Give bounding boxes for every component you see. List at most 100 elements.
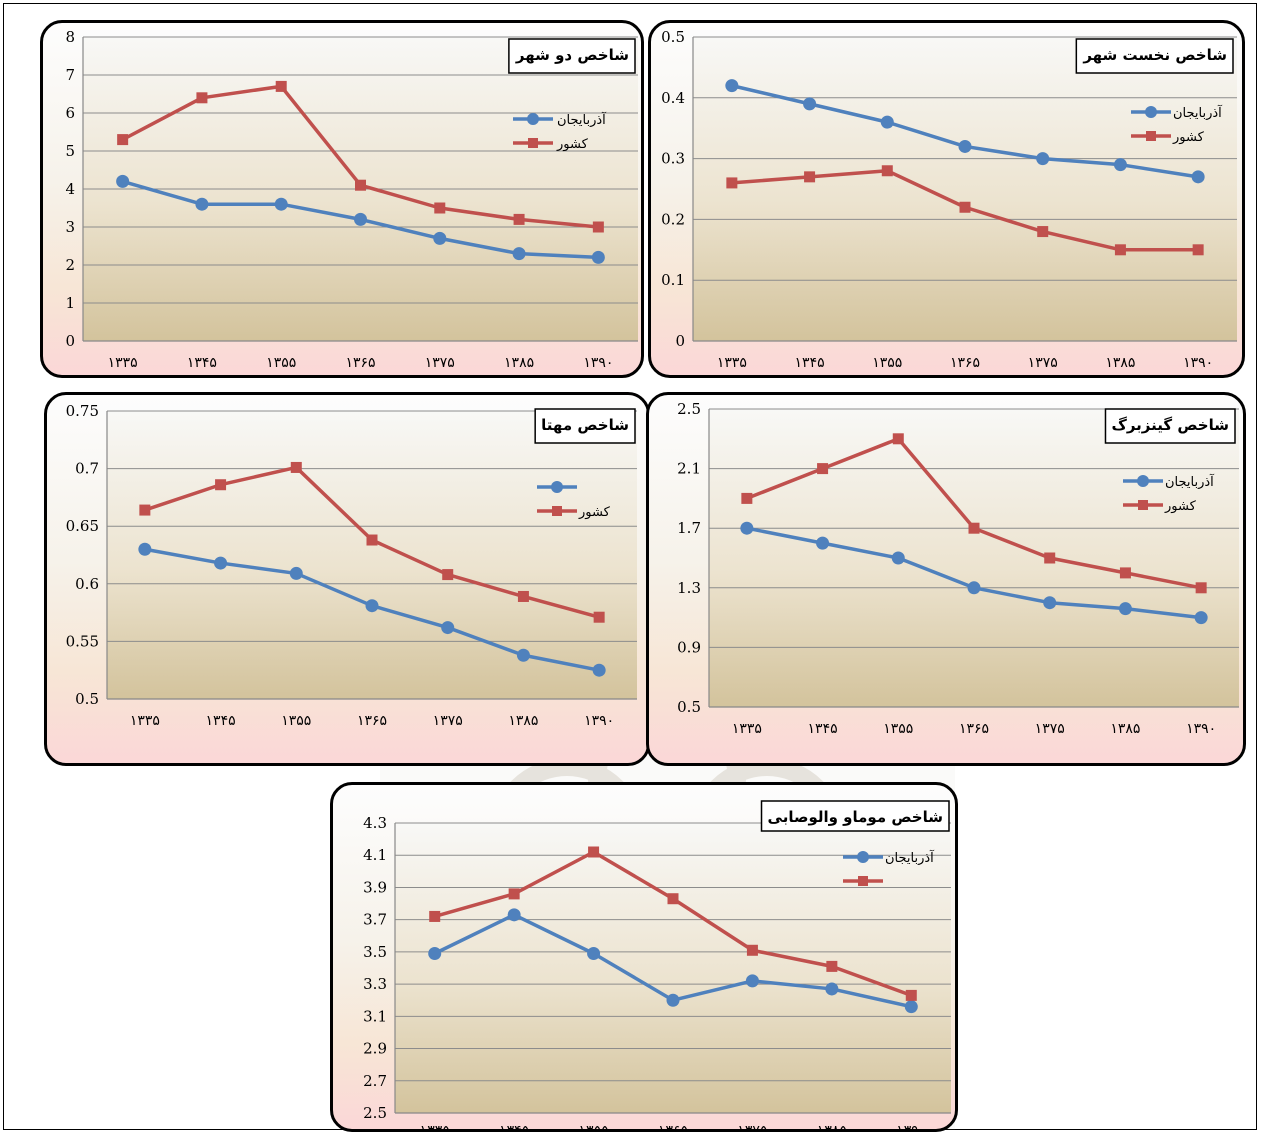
data-point [1037, 226, 1049, 238]
data-point [215, 479, 227, 491]
chart-title: شاخص مهتا [541, 416, 629, 434]
x-tick-label: ۱۳۸۵ [1105, 355, 1135, 371]
data-point [958, 139, 972, 153]
y-tick-label: 1.3 [677, 579, 701, 597]
y-tick-label: 2.5 [363, 1104, 387, 1122]
legend-marker [1145, 106, 1157, 118]
plot-area [107, 411, 637, 699]
data-point [289, 566, 303, 580]
x-tick-label: ۱۳۵۵ [883, 721, 913, 737]
legend-label: کشور [1164, 499, 1197, 514]
data-point [507, 908, 521, 922]
data-point [274, 197, 288, 211]
data-point [1192, 244, 1204, 256]
chart-title-box [534, 408, 636, 444]
data-point [1036, 152, 1050, 166]
x-tick-label: ۱۳۳۵ [108, 355, 138, 371]
y-tick-label: 0.7 [75, 460, 99, 478]
data-point [1119, 567, 1131, 579]
y-tick-label: 2.9 [363, 1040, 387, 1058]
data-point [1113, 158, 1127, 172]
data-point [746, 944, 758, 956]
data-point [1194, 611, 1208, 625]
chart-title-box [760, 800, 950, 832]
chart-svg-3: 0.5 0.55 0.6 0.65 0.7 0.75 ۱۳۳۵ ۱۳۴۵ ۱۳۵۵ ۱۳۶۵ ۱۳۷… [66, 402, 637, 729]
chart-title-box [1104, 408, 1236, 444]
data-point [517, 590, 529, 602]
y-tick-label: 0.5 [661, 28, 685, 46]
y-tick-label: 3.7 [363, 911, 387, 929]
data-point [891, 551, 905, 565]
data-point [905, 989, 917, 1001]
chart-title: شاخص موماو والوصابی [768, 808, 943, 826]
y-tick-label: 4 [65, 180, 75, 198]
chart-svg-4: 0.5 0.9 1.3 1.7 2.1 2.5 ۱۳۳۵ ۱۳۴۵ ۱۳۵۵ ۱۳۶۵ ۱۳۷۵ ۱۳… [677, 400, 1239, 737]
x-tick-label: ۱۳۹۰ [1183, 355, 1213, 371]
chart-panel-5: 2.5 2.7 2.9 3.1 3.3 3.5 3.7 3.9 4.1 4.3 ۱۳۳۵ ۱۳۴۵ ۱۳… [330, 782, 958, 1132]
x-tick-label: ۱۳۴۵ [808, 721, 838, 737]
y-tick-label: 0 [65, 332, 75, 350]
y-tick-label: 0.5 [75, 690, 99, 708]
data-point [816, 536, 830, 550]
y-tick-label: 3.1 [363, 1007, 387, 1025]
x-tick-label: ۱۳۹۰ [584, 713, 614, 729]
y-tick-label: 0.4 [661, 89, 685, 107]
data-point [1044, 552, 1056, 564]
data-point [117, 134, 129, 146]
x-tick-label: ۱۳۵۵ [579, 1123, 609, 1132]
x-tick-label: ۱۳۶۵ [357, 713, 387, 729]
data-point [138, 542, 152, 556]
data-point [512, 247, 526, 261]
chart-title-box [1075, 38, 1234, 74]
data-point [275, 80, 287, 92]
data-point [967, 581, 981, 595]
chart-title: شاخص دو شهر [515, 46, 629, 64]
y-tick-label: 4.3 [363, 814, 387, 832]
data-point [214, 556, 228, 570]
data-point [741, 492, 753, 504]
data-point [881, 165, 893, 177]
data-point [745, 974, 759, 988]
x-tick-label: ۱۳۳۵ [420, 1123, 450, 1132]
y-tick-label: 0.75 [66, 402, 99, 420]
x-tick-label: ۱۳۸۵ [504, 355, 534, 371]
data-point [139, 504, 151, 516]
legend-marker [1138, 500, 1148, 510]
y-tick-label: 3.5 [363, 943, 387, 961]
plot-area [693, 37, 1237, 341]
chart-svg-1: 0 1 2 3 4 5 6 7 8 ۱۳۳۵ ۱۳۴۵ ۱۳۵۵ ۱۳۶۵ ۱۳۷۵ ۱۳۸۵ ۱۳۹۰ شاخ… [65, 28, 638, 371]
x-tick-label: ۱۳۵۵ [281, 713, 311, 729]
data-point [880, 115, 894, 129]
y-tick-label: 4.1 [363, 846, 387, 864]
legend-label: آذربایجان [557, 111, 607, 128]
legend-label: آذربایجان [885, 849, 935, 866]
chart-title: شاخص گینزبرگ [1111, 416, 1229, 434]
data-point [516, 648, 530, 662]
data-point [592, 663, 606, 677]
x-tick-label: ۱۳۸۵ [1110, 721, 1140, 737]
data-point [725, 79, 739, 93]
y-tick-label: 0 [675, 332, 685, 350]
legend-label: آذربایجان [1173, 104, 1223, 121]
data-point [429, 910, 441, 922]
legend-marker [1137, 475, 1149, 487]
y-tick-label: 0.1 [661, 271, 685, 289]
y-tick-label: 0.5 [677, 698, 701, 716]
x-tick-label: ۱۳۹۰ [896, 1123, 926, 1132]
y-tick-label: 2 [65, 256, 75, 274]
legend-label: کشور [578, 505, 611, 520]
y-tick-label: 2.7 [363, 1072, 387, 1090]
legend-marker [552, 506, 562, 516]
data-point [508, 888, 520, 900]
x-tick-label: ۱۳۷۵ [737, 1123, 767, 1132]
y-tick-label: 1.7 [677, 519, 701, 537]
data-point [826, 960, 838, 972]
x-tick-label: ۱۳۶۵ [950, 355, 980, 371]
plot-area [709, 409, 1239, 707]
x-tick-label: ۱۳۵۵ [266, 355, 296, 371]
data-point [513, 213, 525, 225]
data-point [666, 993, 680, 1007]
data-point [803, 97, 817, 111]
data-point [442, 569, 454, 581]
y-tick-label: 0.9 [677, 638, 701, 656]
